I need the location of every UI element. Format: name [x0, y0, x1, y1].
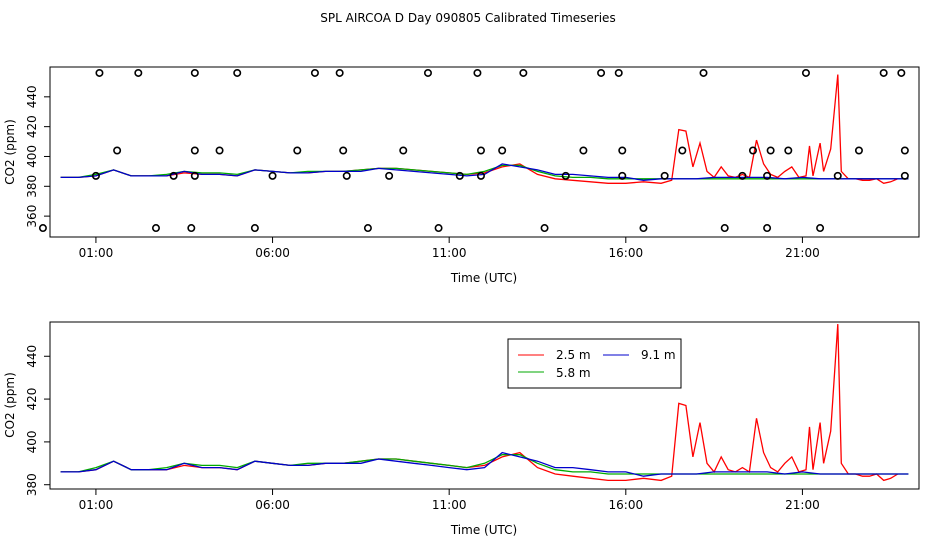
bottom-series-line-9-1-m: [60, 451, 909, 477]
top-calibration-marker: [519, 68, 528, 77]
top-calibration-marker: [335, 68, 344, 77]
top-calibration-marker: [38, 224, 47, 233]
top-calibration-marker: [763, 224, 772, 233]
top-calibration-marker: [660, 171, 669, 180]
top-calibration-marker: [597, 68, 606, 77]
top-calibration-marker: [190, 146, 199, 155]
top-calibration-marker: [699, 68, 708, 77]
top-calibration-marker: [748, 146, 757, 155]
top-calibration-marker: [95, 68, 104, 77]
legend-label-5-8m: 5.8 m: [556, 366, 591, 380]
top-plot-area: 01:00 06:00 11:00 16:00 21:00 360 380 400 420 440: [25, 68, 909, 260]
top-calibration-marker: [169, 171, 178, 180]
bottom-y-tick-label: 440: [25, 345, 39, 368]
top-calibration-marker: [639, 224, 648, 233]
top-calibration-marker: [190, 68, 199, 77]
top-calibration-marker: [801, 68, 810, 77]
top-calibration-marker: [187, 224, 196, 233]
top-y-tick-label: 380: [25, 175, 39, 198]
top-calibration-marker: [618, 171, 627, 180]
bottom-y-tick-label: 420: [25, 388, 39, 411]
legend-label-9-1m: 9.1 m: [641, 348, 676, 362]
top-calibration-marker: [720, 224, 729, 233]
bottom-plot-area: 01:00 06:00 11:00 16:00 21:00 380 400 420 440: [25, 324, 909, 512]
top-calibration-marker: [763, 171, 772, 180]
bottom-x-tick-label: 01:00: [79, 498, 114, 512]
top-plot-frame: [49, 66, 920, 238]
chart-title: SPL AIRCOA D Day 090805 Calibrated Times…: [320, 11, 615, 25]
bottom-y-tick-label: 380: [25, 473, 39, 496]
top-calibration-marker: [339, 146, 348, 155]
legend-label-2-5m: 2.5 m: [556, 348, 591, 362]
top-calibration-marker: [678, 146, 687, 155]
bottom-x-tick-label: 16:00: [609, 498, 644, 512]
top-calibration-marker: [833, 171, 842, 180]
top-series-line-9-1-m: [60, 163, 909, 181]
top-calibration-marker: [91, 171, 100, 180]
top-calibration-marker: [784, 146, 793, 155]
top-calibration-marker: [363, 224, 372, 233]
top-calibration-marker: [455, 171, 464, 180]
bottom-x-tick-label: 06:00: [255, 498, 290, 512]
top-y-tick-label: 440: [25, 85, 39, 108]
top-calibration-marker: [113, 146, 122, 155]
top-calibration-marker: [900, 171, 909, 180]
top-calibration-marker: [738, 171, 747, 180]
top-calibration-marker: [434, 224, 443, 233]
top-calibration-marker: [151, 224, 160, 233]
top-calibration-marker: [476, 171, 485, 180]
top-y-axis-label: CO2 (ppm): [3, 119, 17, 185]
bottom-series-line-5-8-m: [60, 454, 909, 475]
top-calibration-marker: [310, 68, 319, 77]
top-calibration-marker: [816, 224, 825, 233]
top-y-tick-label: 420: [25, 115, 39, 138]
top-calibration-marker: [476, 146, 485, 155]
top-series-line-2-5-m: [60, 74, 899, 184]
bottom-series-line-2-5-m: [60, 324, 899, 482]
top-calibration-marker: [134, 68, 143, 77]
legend-box: [507, 338, 682, 389]
top-calibration-marker: [293, 146, 302, 155]
top-calibration-marker: [900, 146, 909, 155]
top-calibration-marker: [473, 68, 482, 77]
legend: 2.5 m 9.1 m 5.8 m: [507, 338, 682, 389]
top-calibration-marker: [897, 68, 906, 77]
top-x-tick-label: 16:00: [609, 246, 644, 260]
bottom-x-tick-label: 11:00: [432, 498, 467, 512]
top-calibration-marker: [579, 146, 588, 155]
bottom-x-tick-label: 21:00: [785, 498, 820, 512]
top-x-tick-label: 11:00: [432, 246, 467, 260]
bottom-x-axis-label: Time (UTC): [450, 523, 517, 537]
top-calibration-marker: [215, 146, 224, 155]
bottom-y-axis-label: CO2 (ppm): [3, 372, 17, 438]
top-calibration-marker: [385, 171, 394, 180]
top-x-tick-label: 06:00: [255, 246, 290, 260]
top-calibration-marker: [854, 146, 863, 155]
top-calibration-marker: [561, 171, 570, 180]
top-calibration-marker: [233, 68, 242, 77]
top-x-tick-label: 01:00: [79, 246, 114, 260]
top-y-tick-label: 360: [25, 205, 39, 228]
bottom-y-tick-label: 400: [25, 430, 39, 453]
top-calibration-marker: [879, 68, 888, 77]
top-calibration-marker: [498, 146, 507, 155]
top-calibration-marker: [250, 224, 259, 233]
top-x-axis-label: Time (UTC): [450, 271, 517, 285]
top-calibration-marker: [540, 224, 549, 233]
top-calibration-marker: [342, 171, 351, 180]
top-calibration-marker: [268, 171, 277, 180]
top-calibration-marker: [190, 171, 199, 180]
top-calibration-marker: [399, 146, 408, 155]
top-calibration-marker: [423, 68, 432, 77]
top-calibration-marker: [614, 68, 623, 77]
bottom-plot-frame: [49, 321, 920, 490]
top-calibration-marker: [618, 146, 627, 155]
top-x-tick-label: 21:00: [785, 246, 820, 260]
top-y-tick-label: 400: [25, 145, 39, 168]
top-calibration-marker: [766, 146, 775, 155]
